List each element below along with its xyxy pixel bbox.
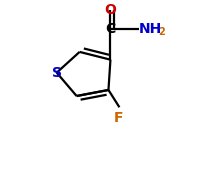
Text: C: C bbox=[105, 22, 116, 35]
Text: O: O bbox=[104, 3, 116, 17]
Text: NH: NH bbox=[138, 22, 162, 35]
Text: S: S bbox=[52, 66, 62, 80]
Text: F: F bbox=[114, 111, 123, 125]
Text: 2: 2 bbox=[158, 27, 165, 37]
